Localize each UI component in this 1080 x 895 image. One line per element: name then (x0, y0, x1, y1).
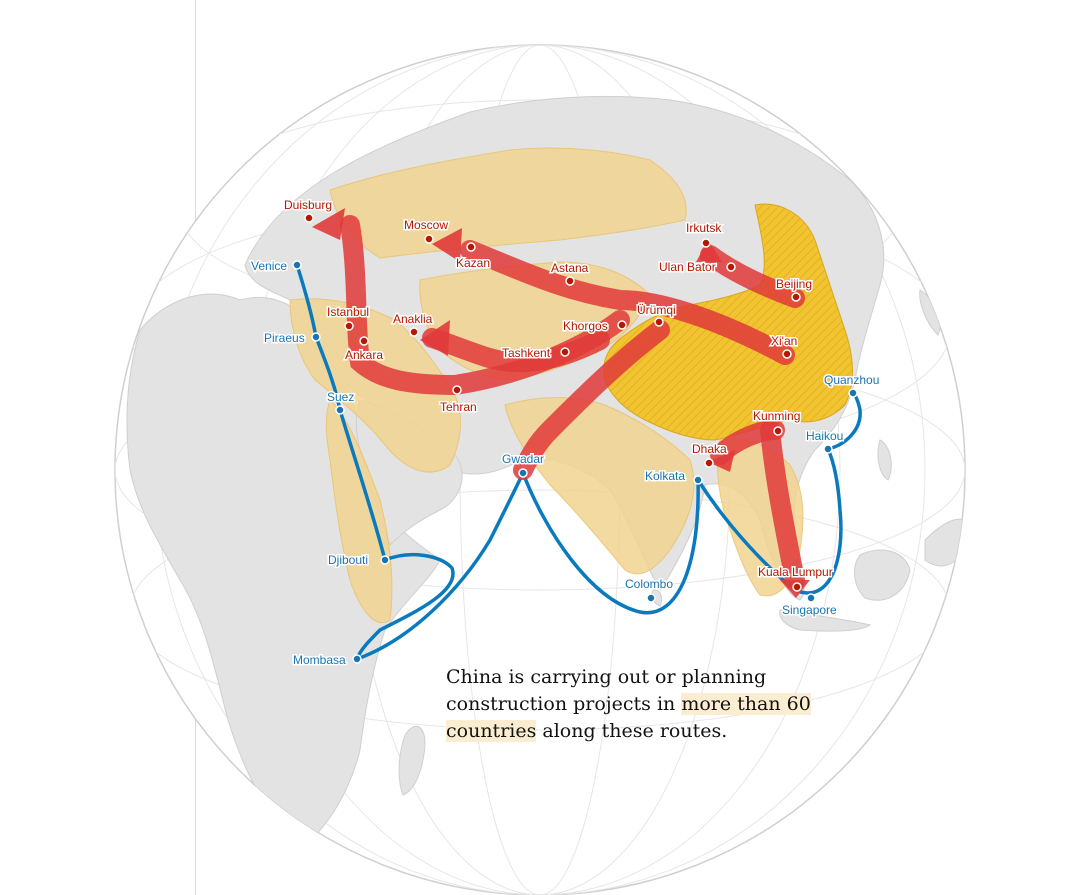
irkutsk-city-marker (701, 238, 711, 248)
djibouti-port-marker (380, 555, 390, 565)
istanbul-city-marker (344, 321, 354, 331)
ankara-label: Ankara (345, 348, 383, 362)
arrowhead-dhaka (708, 450, 735, 472)
haikou-port-marker (823, 444, 833, 454)
dhaka-label: Dhaka (692, 442, 727, 456)
russia-region (329, 147, 687, 259)
kazan-city-marker (466, 242, 476, 252)
indonesia-land (779, 609, 872, 632)
maritime-route-djibouti-loop (355, 552, 455, 661)
map-caption: China is carrying out or planning constr… (446, 664, 826, 745)
borneo-land (854, 549, 911, 601)
philippines-land (877, 439, 892, 481)
xi-an-label: Xi'an (771, 334, 797, 348)
maritime-route-mediterranean (295, 263, 387, 562)
anaklia-city-marker (409, 327, 419, 337)
khorgos-city-marker (617, 320, 627, 330)
khorgos-label: Khorgos (563, 319, 608, 333)
piraeus-port-marker (311, 332, 321, 342)
singapore-port-marker (806, 593, 816, 603)
quanzhou-port-marker (848, 388, 858, 398)
kolkata-port-marker (693, 475, 703, 485)
kolkata-label: Kolkata (645, 469, 685, 483)
maritime-routes (295, 263, 862, 661)
maritime-route-mombasa-gwadar (355, 471, 525, 661)
colombo-label: Colombo (625, 577, 673, 591)
ankara-city-marker (359, 336, 369, 346)
-r-mqi-label: Ürümqi (637, 303, 676, 317)
tehran-city-marker (452, 385, 462, 395)
tehran-label: Tehran (440, 400, 477, 414)
dhaka-city-marker (704, 458, 714, 468)
arrowhead-moscow (432, 228, 462, 262)
piraeus-label: Piraeus (264, 331, 305, 345)
land-route-kunming-dhaka (710, 420, 785, 465)
land-route-xian-kazan (460, 240, 795, 365)
istanbul-label: Istanbul (327, 305, 369, 319)
kuala-lumpur-city-marker (792, 582, 802, 592)
mombasa-label: Mombasa (293, 653, 346, 667)
gwadar-port-marker (518, 468, 528, 478)
colombo-port-marker (646, 593, 656, 603)
anaklia-label: Anaklia (393, 312, 433, 326)
duisburg-label: Duisburg (284, 198, 332, 212)
middle-east-region (289, 298, 461, 473)
quanzhou-label: Quanzhou (824, 373, 879, 387)
land-route-china-gwadar (513, 320, 670, 480)
suez-port-marker (335, 405, 345, 415)
haikou-label: Haikou (806, 429, 843, 443)
arrowhead-duisburg (312, 208, 345, 240)
arrowhead-irkutsk (696, 240, 722, 262)
venice-label: Venice (251, 259, 287, 273)
madagascar-land (398, 725, 426, 796)
east-africa-region (325, 399, 393, 623)
duisburg-city-marker (304, 213, 314, 223)
kunming-city-marker (773, 426, 783, 436)
moscow-city-marker (424, 234, 434, 244)
beijing-city-marker (791, 292, 801, 302)
astana-city-marker (565, 276, 575, 286)
singapore-label: Singapore (782, 603, 837, 617)
kunming-label: Kunming (753, 409, 800, 423)
moscow-label: Moscow (404, 218, 448, 232)
city-markers: Duisburg Moscow Kazan Astana Irkutsk Ulan Bat… (250, 197, 881, 669)
caption-text-end: along these routes. (536, 720, 728, 742)
ulan-bator-city-marker (726, 262, 736, 272)
ulan-bator-label: Ulan Bator (659, 260, 716, 274)
xi-an-city-marker (782, 349, 792, 359)
tashkent-city-marker (560, 347, 570, 357)
caption-text-start: China is carrying out or planning constr… (446, 666, 767, 715)
-r-mqi-city-marker (654, 317, 664, 327)
mombasa-port-marker (352, 654, 362, 664)
irkutsk-label: Irkutsk (686, 221, 722, 235)
kazan-label: Kazan (456, 256, 490, 270)
tashkent-label: Tashkent (502, 346, 551, 360)
beijing-label: Beijing (776, 277, 812, 291)
maritime-route-gwadar-colombo-kolkata (521, 471, 700, 615)
kuala-lumpur-label: Kuala Lumpur (758, 565, 833, 579)
suez-label: Suez (327, 390, 354, 404)
arrowhead-anaklia (420, 320, 450, 356)
land-route-kunming-kl (760, 420, 805, 590)
venice-port-marker (292, 260, 302, 270)
astana-label: Astana (551, 261, 589, 275)
gwadar-label: Gwadar (502, 452, 544, 466)
maritime-route-singapore-haikou (793, 447, 843, 595)
djibouti-label: Djibouti (328, 553, 368, 567)
